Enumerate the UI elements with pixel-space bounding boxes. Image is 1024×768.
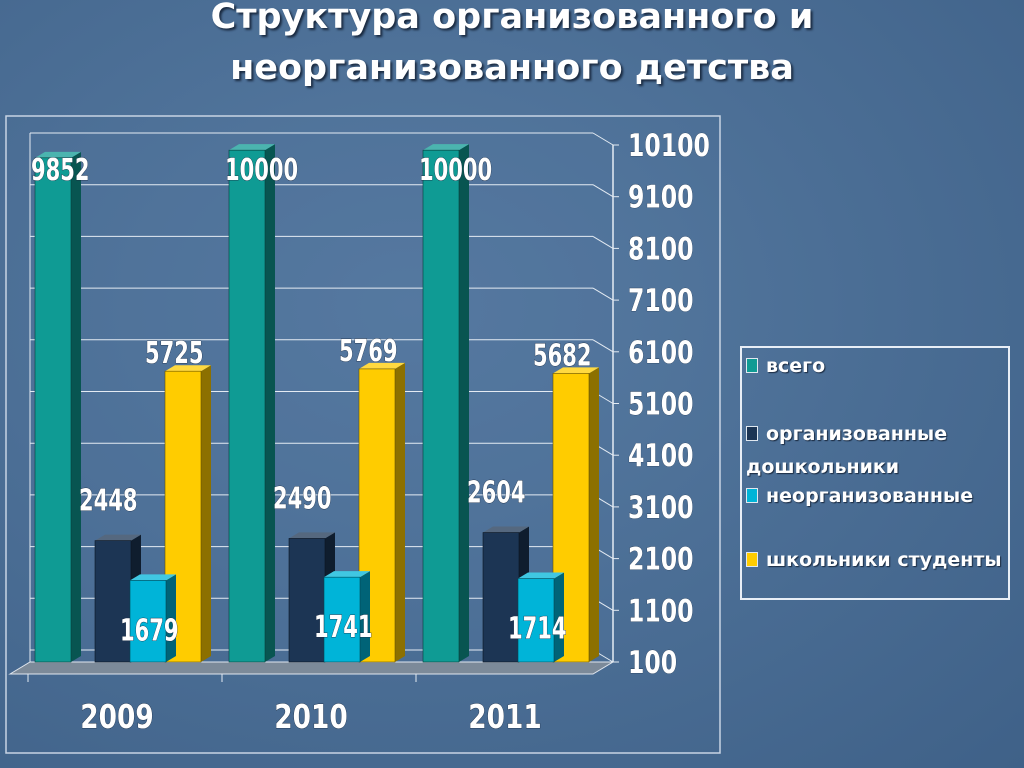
bar (323, 576, 361, 663)
data-label: 2490 (273, 482, 332, 517)
y-tick-label: 5100 (628, 386, 694, 422)
legend-swatch-unorganized (746, 488, 758, 503)
data-labels: 9852 2448 1679 5725 10000 2490 1741 5769 10000 26… (31, 153, 592, 649)
y-tick-label: 4100 (628, 438, 694, 474)
bars (34, 144, 599, 663)
bar (422, 149, 460, 663)
data-label: 1714 (508, 612, 567, 647)
legend-item-unorganized: неорганизованные (746, 480, 973, 513)
gridline-cap (592, 235, 614, 249)
bar-side (395, 362, 405, 662)
bar (517, 578, 555, 663)
data-label: 5725 (145, 336, 204, 371)
y-tick-label: 6100 (628, 335, 694, 371)
bar-top (553, 367, 599, 374)
gridline-cap (592, 132, 614, 146)
axes: 2009 2010 2011 100 1100 2100 3100 4100 5100 6100 7… (27, 128, 710, 737)
y-tick-label: 3100 (628, 490, 694, 526)
chart-title-line-1: Структура организованного и (210, 0, 814, 37)
legend-item-students: школьники студенты (746, 544, 1002, 577)
data-label: 9852 (31, 153, 90, 188)
y-tick-label: 7100 (628, 283, 694, 319)
y-tick-label: 2100 (628, 541, 694, 577)
bar-side (360, 571, 370, 662)
data-label: 2448 (79, 484, 138, 519)
bar-side (459, 144, 469, 663)
y-tick-label: 10100 (628, 128, 710, 164)
legend-swatch-organized (746, 426, 758, 441)
bar (129, 580, 167, 663)
legend-label-organized: организованные дошкольники (746, 423, 948, 478)
legend-item-organized: организованные дошкольники (746, 418, 996, 484)
chart-area-frame (5, 115, 721, 754)
bar-top (324, 571, 370, 578)
bar (94, 540, 132, 663)
data-label: 5682 (533, 339, 592, 374)
y-tick-label: 9100 (628, 180, 694, 216)
y-tick-label: 100 (628, 645, 677, 681)
data-label: 10000 (225, 153, 298, 188)
data-label: 2604 (467, 476, 526, 511)
legend-label-unorganized: неорганизованные (766, 485, 974, 507)
bar-side (166, 574, 176, 662)
data-label: 10000 (419, 153, 492, 188)
bar-side (589, 367, 599, 662)
legend-label-students: школьники студенты (766, 549, 1002, 571)
bar (34, 157, 72, 663)
y-tick-label: 1100 (628, 593, 694, 629)
gridline-cap (592, 339, 614, 353)
bar-top (359, 362, 405, 369)
bar (288, 538, 326, 663)
legend-item-total: всего (746, 350, 825, 383)
bar-top (483, 526, 529, 533)
chart-floor (8, 661, 615, 675)
bar (228, 149, 266, 663)
legend-swatch-students (746, 552, 758, 567)
chart-legend: всего организованные дошкольники неорган… (740, 346, 1010, 600)
bar-top (130, 574, 176, 581)
gridline-cap (592, 287, 614, 301)
gridline-cap (592, 184, 614, 198)
chart-title-line-2: неорганизованного детства (230, 48, 794, 88)
x-tick-label: 2011 (468, 698, 541, 737)
data-label: 5769 (339, 334, 398, 369)
bar-side (71, 151, 81, 662)
legend-swatch-total (746, 358, 758, 373)
bar-top (423, 144, 469, 151)
bar-top (289, 532, 335, 539)
data-label: 1741 (314, 610, 373, 645)
x-tick-label: 2010 (274, 698, 347, 737)
bar-side (554, 572, 564, 662)
chart-title: Структура организованного и неорганизова… (0, 0, 1024, 94)
bar-side (265, 144, 275, 663)
bar-top (35, 151, 81, 158)
bar-side (201, 365, 211, 662)
data-label: 1679 (120, 614, 179, 649)
y-tick-label: 8100 (628, 231, 694, 267)
x-tick-label: 2009 (80, 698, 153, 737)
bar-top (518, 572, 564, 579)
bar-top (229, 144, 275, 151)
bar-top (165, 365, 211, 372)
bar-top (95, 534, 141, 541)
legend-label-total: всего (766, 355, 826, 377)
